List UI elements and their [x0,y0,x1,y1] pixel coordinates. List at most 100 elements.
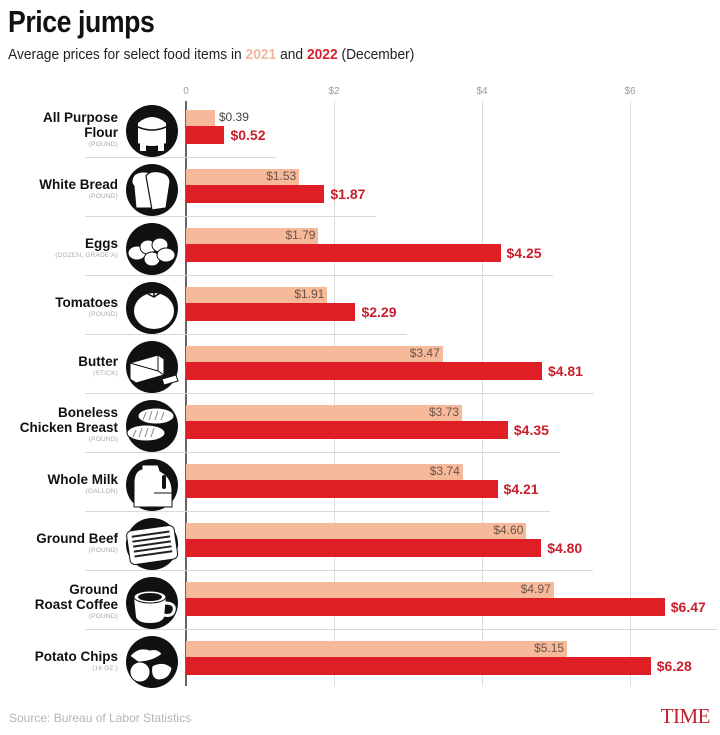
value-label-2021: $3.74 [429,464,460,478]
chart-row: Ground Beef (POUND) $4.60 $4.80 [0,515,720,574]
chart-row: Boneless Chicken Breast (POUND) $3.73 $4.35 [0,397,720,456]
category-label: Ground Beef (POUND) [36,531,118,556]
category-name: White Bread [39,177,118,192]
category-unit: (GALLON) [85,488,118,495]
category-label: Ground Roast Coffee (POUND) [35,582,118,622]
butter-icon [124,339,180,395]
bar-2021 [186,641,568,657]
chart-row: Tomatoes (POUND) $1.91 $2.29 [0,279,720,338]
chart-row: Eggs (DOZEN, GRADE A) $1.79 $4.25 [0,220,720,279]
time-logo: TIME [660,704,711,728]
legend-2021: 2021 [245,46,277,63]
potato-chips-icon [124,634,180,690]
tomato-icon [124,280,180,336]
chart-title: Price jumps [8,4,155,39]
bar-2022 [186,598,665,616]
chart-row: White Bread (POUND) $1.53 $1.87 [0,161,720,220]
chart-row: Whole Milk (GALLON) $3.74 $4.21 [0,456,720,515]
value-label-2022: $4.21 [503,481,539,497]
category-name: Tomatoes [55,295,118,310]
category-unit: (POUND) [88,141,118,148]
row-separator [85,334,408,335]
chart-row: Ground Roast Coffee (POUND) $4.97 $6.47 [0,574,720,633]
category-label: Tomatoes (POUND) [55,295,118,320]
category-unit: (POUND) [88,547,118,554]
category-unit: (POUND) [88,193,118,200]
chart-row: All Purpose Flour (POUND) $0.39 $0.52 [0,102,720,161]
category-label: Butter (STICK) [78,354,118,379]
value-label-2021: $5.15 [534,641,565,655]
legend-2022: 2022 [306,46,338,63]
row-separator [85,393,594,394]
value-label-2022: $4.80 [547,540,583,556]
category-name: Ground Beef [36,531,118,546]
bar-2022 [186,303,356,321]
coffee-cup-icon [124,575,180,631]
flour-bag-icon [124,103,180,159]
category-unit: (16 OZ.) [92,665,118,672]
bar-2021 [186,228,319,244]
category-label: White Bread (POUND) [39,177,118,202]
value-label-2021: $1.91 [294,287,325,301]
bar-2021 [186,110,215,126]
ground-beef-icon [124,516,180,572]
category-name: Ground [69,582,118,597]
category-name: Potato Chips [34,649,118,664]
value-label-2022: $6.28 [656,658,692,674]
category-name: Whole Milk [47,472,119,487]
bar-2021 [186,464,463,480]
axis-tick-label: $6 [624,86,636,97]
category-name: Eggs [84,236,118,251]
bar-2022 [186,657,651,675]
value-label-2022: $4.81 [547,363,583,379]
category-name: Roast Coffee [34,597,118,612]
row-separator [85,511,550,512]
bar-2021 [186,523,527,539]
bar-2022 [186,244,501,262]
category-label: Whole Milk (GALLON) [48,472,119,497]
category-name: Flour [84,125,118,140]
category-unit: (DOZEN, GRADE A) [55,252,118,259]
value-label-2021: $3.73 [429,405,460,419]
chart-subtitle: Average prices for select food items in … [8,46,414,63]
source-note: Source: Bureau of Labor Statistics [9,711,192,725]
category-unit: (POUND) [88,613,118,620]
category-label: Boneless Chicken Breast (POUND) [20,405,118,445]
category-unit: (POUND) [88,311,118,318]
category-unit: (POUND) [88,436,118,443]
value-label-2022: $1.87 [330,186,366,202]
bread-slice-icon [124,162,180,218]
value-label-2022: $0.52 [230,127,266,143]
bar-2021 [186,169,300,185]
category-label: Potato Chips (16 OZ.) [35,649,118,674]
chart-row: Butter (STICK) $3.47 $4.81 [0,338,720,397]
subtitle-text: Average prices for select food items in [8,46,246,63]
category-label: All Purpose Flour (POUND) [43,110,118,150]
subtitle-text: (December) [337,46,415,63]
chart-row: Potato Chips (16 OZ.) $5.15 $6.28 [0,633,720,692]
bar-2022 [186,362,542,380]
category-name: Boneless [57,405,118,420]
category-unit: (STICK) [93,370,118,377]
bar-2022 [186,480,498,498]
value-label-2021: $1.79 [285,228,316,242]
chicken-breast-icon [124,398,180,454]
row-separator [85,570,594,571]
row-separator [85,216,377,217]
row-separator [85,275,553,276]
bar-2021 [186,405,463,421]
value-label-2022: $2.29 [361,304,397,320]
value-label-2021: $3.47 [409,346,440,360]
category-name: All Purpose [42,110,118,125]
category-name: Chicken Breast [19,420,118,435]
axis-tick-label: $2 [328,86,340,97]
bar-2021 [186,582,554,598]
row-separator [85,452,560,453]
category-label: Eggs (DOZEN, GRADE A) [55,236,118,261]
row-separator [85,157,277,158]
value-label-2022: $4.35 [513,422,549,438]
subtitle-text: and [276,46,307,63]
bar-2022 [186,185,325,203]
axis-tick-label: $4 [476,86,488,97]
